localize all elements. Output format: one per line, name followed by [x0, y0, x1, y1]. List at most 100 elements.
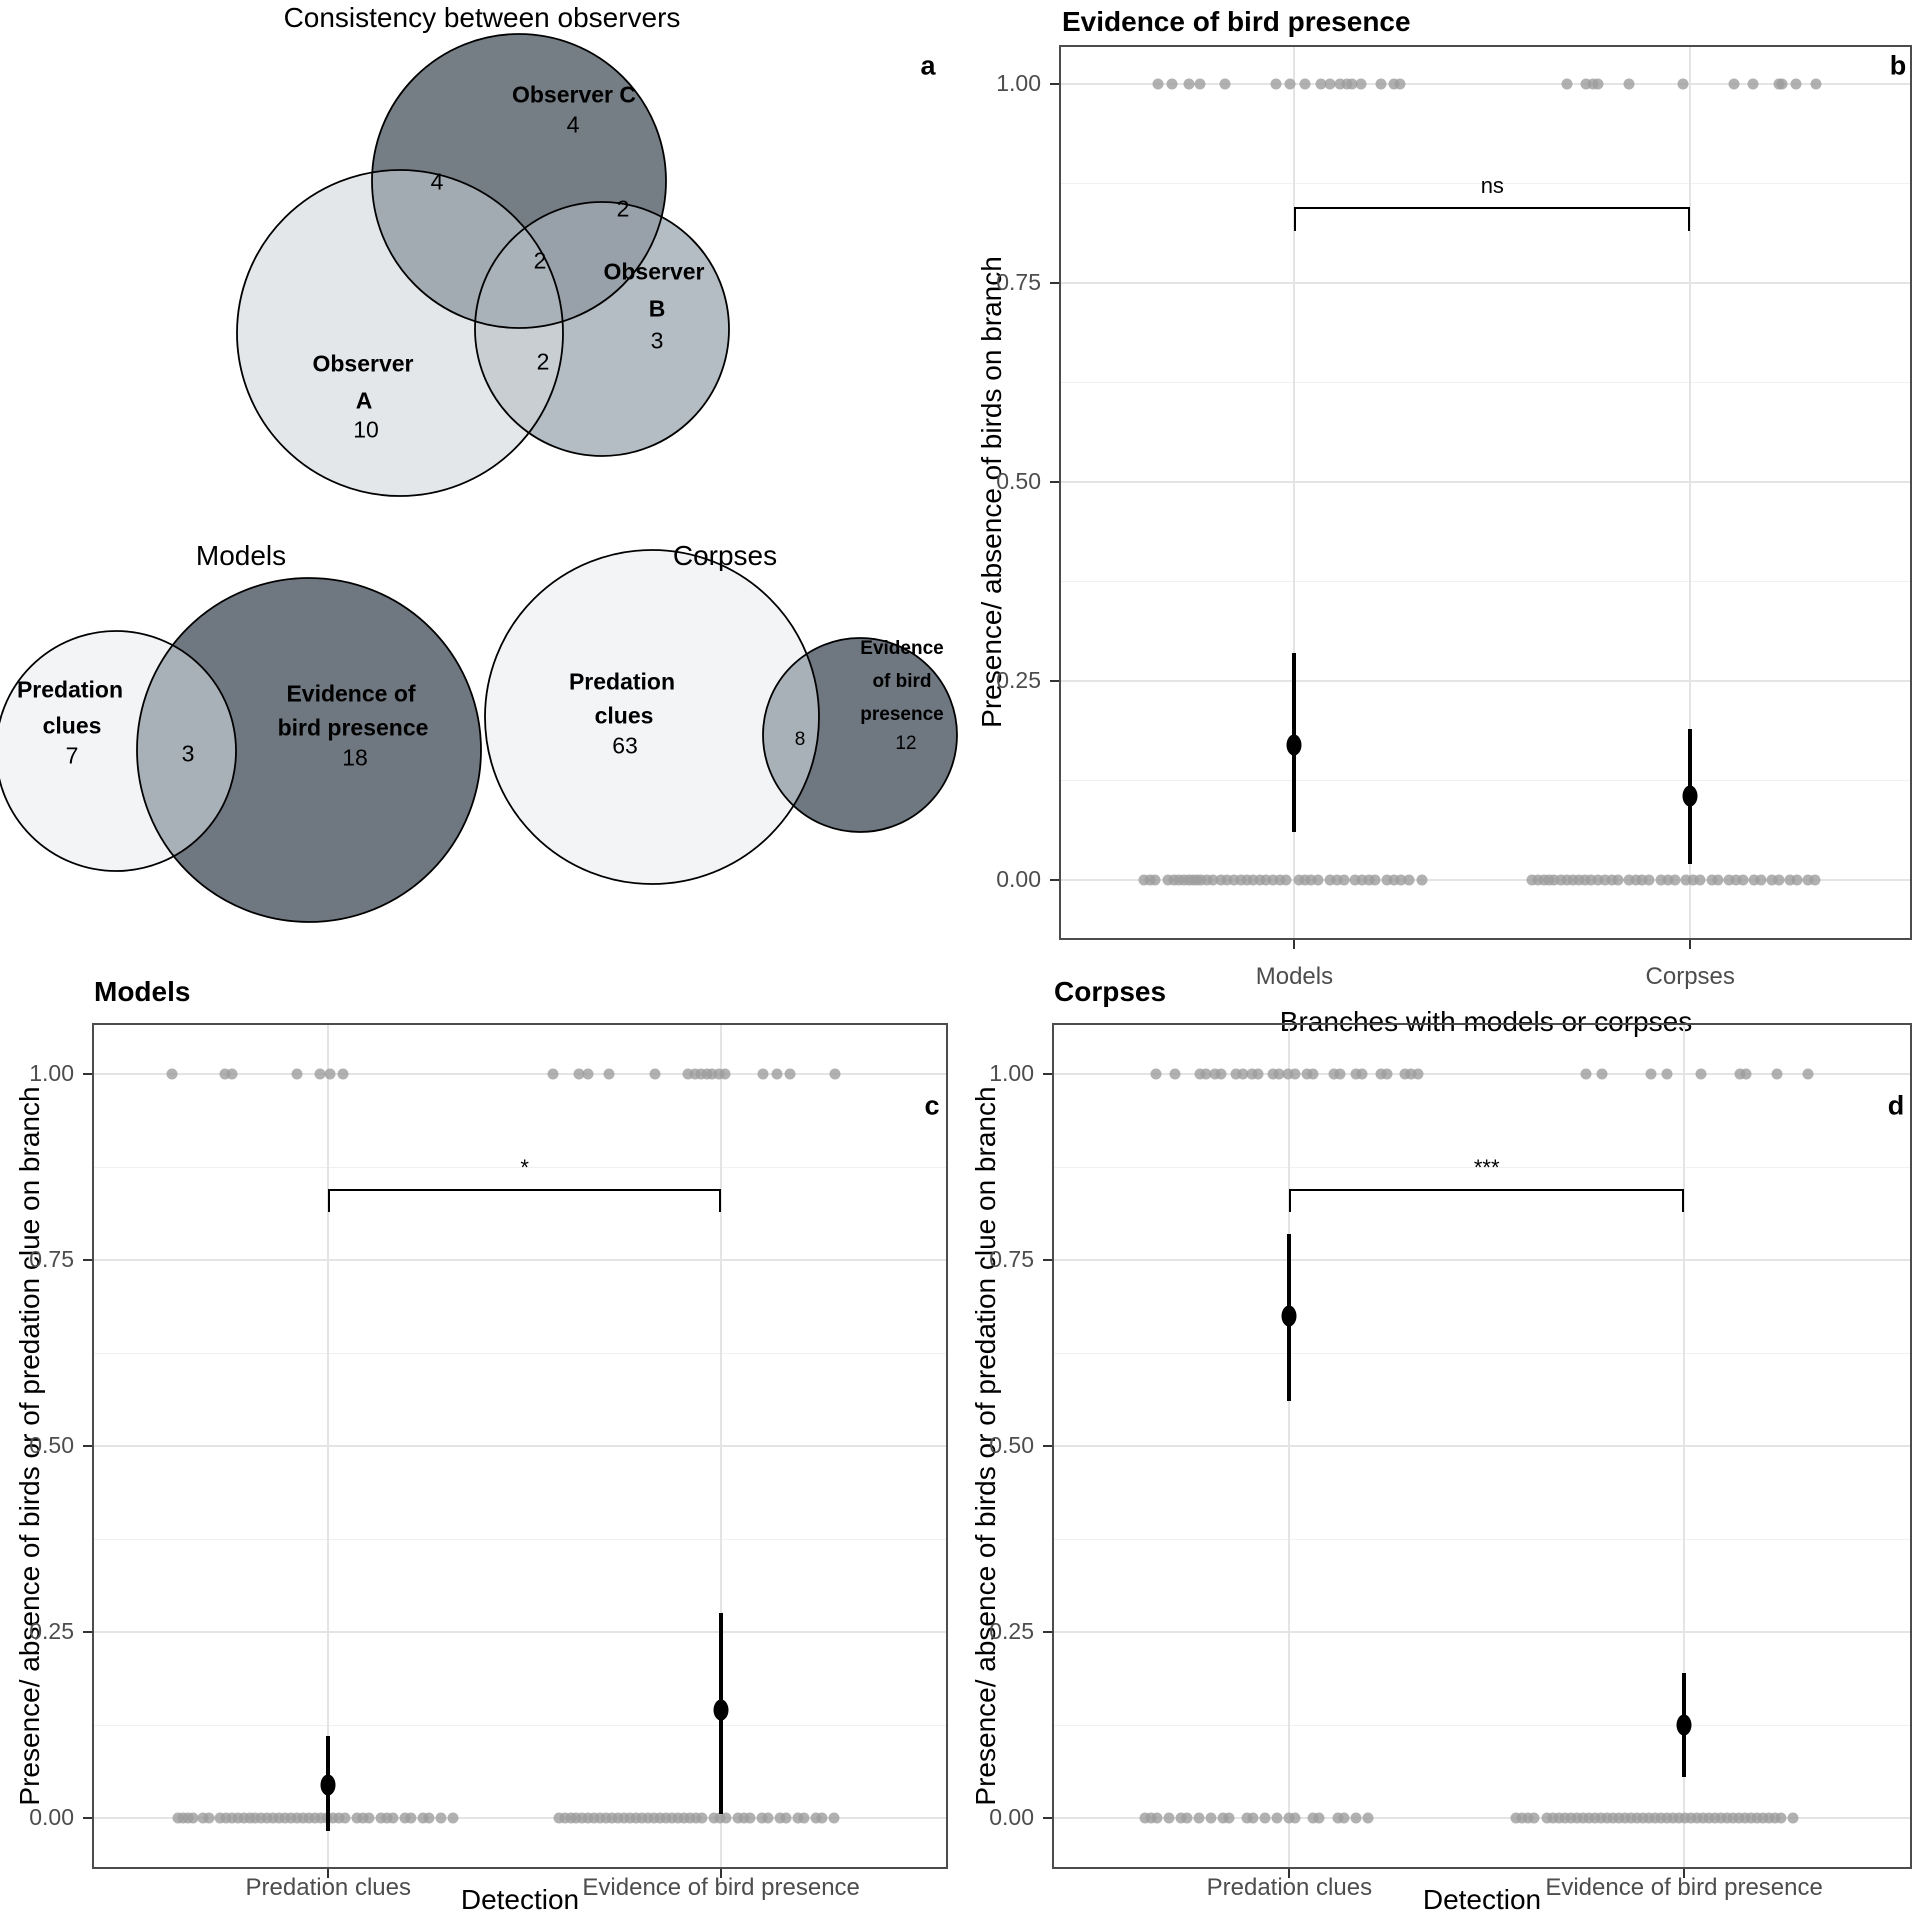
jitter-dot — [1350, 1068, 1362, 1080]
jitter-dot — [1169, 1068, 1181, 1080]
x-tick-label: Predation clues — [245, 1874, 411, 1901]
venn-outline-corpses-evidence — [762, 637, 958, 833]
jitter-dot — [553, 1812, 565, 1824]
jitter-dot — [1680, 874, 1692, 886]
jitter-dot — [1273, 1068, 1285, 1080]
jitter-dot — [1655, 874, 1667, 886]
jitter-dot — [1215, 1068, 1227, 1080]
y-tick-label: 0.75 — [29, 1246, 74, 1272]
jitter-dot — [1596, 1068, 1608, 1080]
jitter-dot — [798, 1812, 810, 1824]
jitter-dot — [654, 1812, 666, 1824]
jitter-dot — [810, 1812, 822, 1824]
jitter-dot — [273, 1812, 285, 1824]
jitter-dot — [1709, 1812, 1721, 1824]
gridline-major-y — [1059, 879, 1912, 881]
venn-corpses-evidence-label2: of bird — [872, 671, 932, 692]
jitter-dot — [1301, 1068, 1313, 1080]
jitter-dot — [774, 1812, 786, 1824]
gridline-major-x — [1288, 1023, 1291, 1869]
jitter-dot — [1145, 1812, 1157, 1824]
gridline-major-y — [92, 1259, 948, 1261]
jitter-dot — [1270, 78, 1282, 90]
y-tick-mark — [1043, 1259, 1052, 1261]
jitter-dot — [1745, 1812, 1757, 1824]
jitter-dot — [630, 1812, 642, 1824]
jitter-dot — [1766, 874, 1778, 886]
jitter-dot — [684, 1812, 696, 1824]
jitter-dot — [1315, 78, 1327, 90]
jitter-dot — [1313, 1812, 1325, 1824]
jitter-dot — [1375, 1068, 1387, 1080]
jitter-dot — [1138, 874, 1150, 886]
jitter-dot — [1723, 874, 1735, 886]
jitter-dot — [1685, 1812, 1697, 1824]
gridline-major-y — [1052, 1445, 1912, 1447]
jitter-dot — [1183, 78, 1195, 90]
jitter-dot — [1241, 874, 1253, 886]
significance-bracket-end — [1682, 1189, 1685, 1212]
venn-overlap-bc: 2 — [616, 195, 630, 222]
jitter-dot — [1221, 874, 1233, 886]
y-tick-mark — [83, 1631, 92, 1633]
significance-bracket-end — [328, 1189, 331, 1212]
venn-observer-a-count: 10 — [353, 416, 379, 443]
jitter-dot — [1381, 874, 1393, 886]
panel-letter-d: d — [1887, 1090, 1905, 1121]
jitter-dot — [214, 1812, 226, 1824]
x-tick-label: Corpses — [1645, 963, 1735, 990]
gridline-major-y — [92, 1631, 948, 1633]
gridline-minor-y — [1052, 1166, 1912, 1168]
jitter-dot — [1612, 874, 1624, 886]
gridline-minor-y — [92, 1724, 948, 1726]
jitter-dot — [594, 1812, 606, 1824]
jitter-dot — [1312, 874, 1324, 886]
jitter-dot — [1252, 1068, 1264, 1080]
jitter-dot — [648, 1812, 660, 1824]
venn-models-predation-label1: Predation — [16, 676, 124, 703]
jitter-dot — [1299, 78, 1311, 90]
jitter-dot — [1771, 1068, 1783, 1080]
jitter-dot — [1755, 874, 1767, 886]
gridline-major-x — [1683, 1023, 1686, 1869]
y-tick-label: 0.75 — [989, 1246, 1034, 1272]
jitter-dot — [1274, 874, 1286, 886]
jitter-dot — [1555, 874, 1567, 886]
jitter-dot — [1280, 874, 1292, 886]
y-tick-label: 0.00 — [989, 1804, 1034, 1830]
jitter-dot — [690, 1812, 702, 1824]
venn-models-title: Models — [195, 540, 287, 571]
jitter-dot — [1691, 1812, 1703, 1824]
venn-corpses-evidence-count: 12 — [895, 733, 917, 754]
significance-label: *** — [1473, 1155, 1500, 1181]
x-tick-mark — [1288, 1869, 1291, 1878]
jitter-dot — [1592, 78, 1604, 90]
jitter-dot — [1151, 1812, 1163, 1824]
jitter-dot — [1737, 874, 1749, 886]
significance-bracket-end — [1289, 1189, 1292, 1212]
jitter-dot — [1260, 874, 1272, 886]
jitter-dot — [1193, 1812, 1205, 1824]
estimate-point — [713, 1699, 729, 1721]
jitter-dot — [1739, 1812, 1751, 1824]
jitter-dot — [1757, 1812, 1769, 1824]
jitter-dot — [1712, 874, 1724, 886]
y-tick-label: 0.50 — [989, 1432, 1034, 1458]
jitter-dot — [232, 1812, 244, 1824]
jitter-dot — [1630, 874, 1642, 886]
venn-models-predation-count: 7 — [65, 742, 79, 769]
jitter-dot — [744, 1812, 756, 1824]
y-tick-label: 0.00 — [29, 1804, 74, 1830]
jitter-dot — [1775, 1812, 1787, 1824]
significance-bracket — [328, 1189, 722, 1192]
jitter-dot — [1567, 874, 1578, 886]
jitter-dot — [1601, 1812, 1613, 1824]
jitter-dot — [719, 1068, 731, 1080]
venn-models-predation-label2: clues — [42, 712, 102, 739]
jitter-dot — [792, 1812, 804, 1824]
jitter-dot — [1403, 874, 1415, 886]
venn-corpses-title: Corpses — [672, 540, 778, 571]
panel-b-plot-area: 1.00 0.75 0.50 0.25 0.00 Models Corpses ns — [996, 45, 1912, 990]
jitter-dot — [1207, 874, 1219, 886]
estimate-point — [1676, 1714, 1692, 1736]
